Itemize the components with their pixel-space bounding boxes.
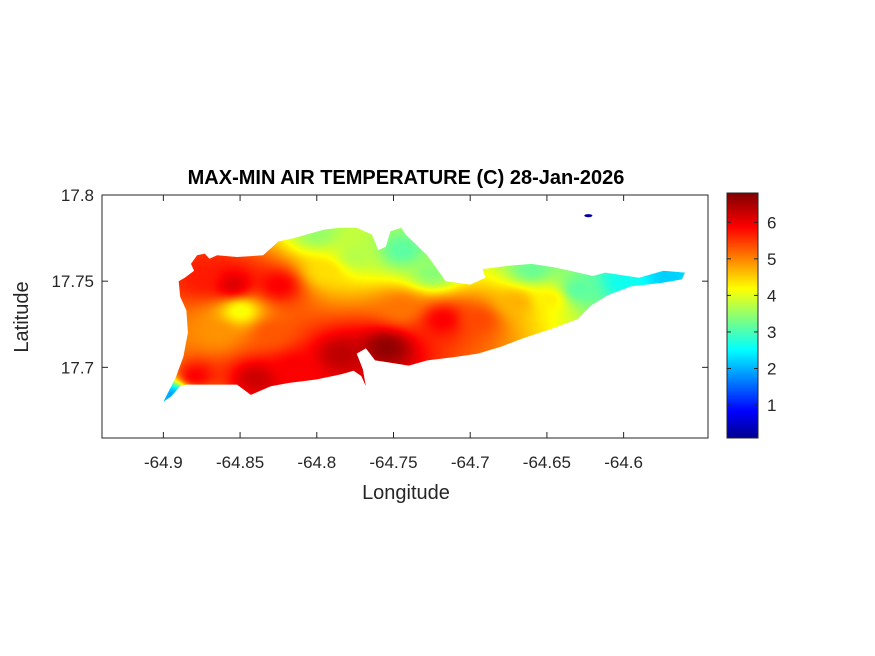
plot-area [101, 194, 709, 439]
x-tick-label: -64.6 [604, 453, 643, 472]
x-tick-label: -64.75 [369, 453, 417, 472]
colorbar-gradient [726, 192, 759, 439]
y-axis: 17.7 17.75 17.8 [51, 186, 708, 377]
x-tick-label: -64.85 [216, 453, 264, 472]
colorbar-tick-label: 6 [767, 213, 776, 232]
x-axis: -64.9 -64.85 -64.8 -64.75 -64.7 -64.65 -64.6 [144, 195, 643, 472]
y-tick-label: 17.8 [61, 186, 94, 205]
colorbar-tick-label: 4 [767, 286, 776, 305]
colorbar-tick-label: 1 [767, 396, 776, 415]
colorbar-tick-label: 3 [767, 323, 776, 342]
colorbar-tick-label: 2 [767, 360, 776, 379]
x-tick-label: -64.9 [144, 453, 183, 472]
x-tick-label: -64.8 [297, 453, 336, 472]
islets-layer [584, 214, 593, 218]
x-tick-label: -64.65 [523, 453, 571, 472]
colorbar-ticks: 1 2 3 4 5 6 [727, 213, 776, 415]
chart-title: MAX-MIN AIR TEMPERATURE (C) 28-Jan-2026 [188, 167, 625, 189]
y-tick-label: 17.7 [61, 358, 94, 377]
x-axis-label: Longitude [362, 482, 450, 504]
y-axis-label: Latitude [11, 281, 33, 352]
islet-mark [584, 214, 593, 218]
x-tick-label: -64.7 [451, 453, 490, 472]
colorbar: 1 2 3 4 5 6 [726, 192, 776, 439]
y-tick-label: 17.75 [51, 272, 94, 291]
colorbar-tick-label: 5 [767, 250, 776, 269]
